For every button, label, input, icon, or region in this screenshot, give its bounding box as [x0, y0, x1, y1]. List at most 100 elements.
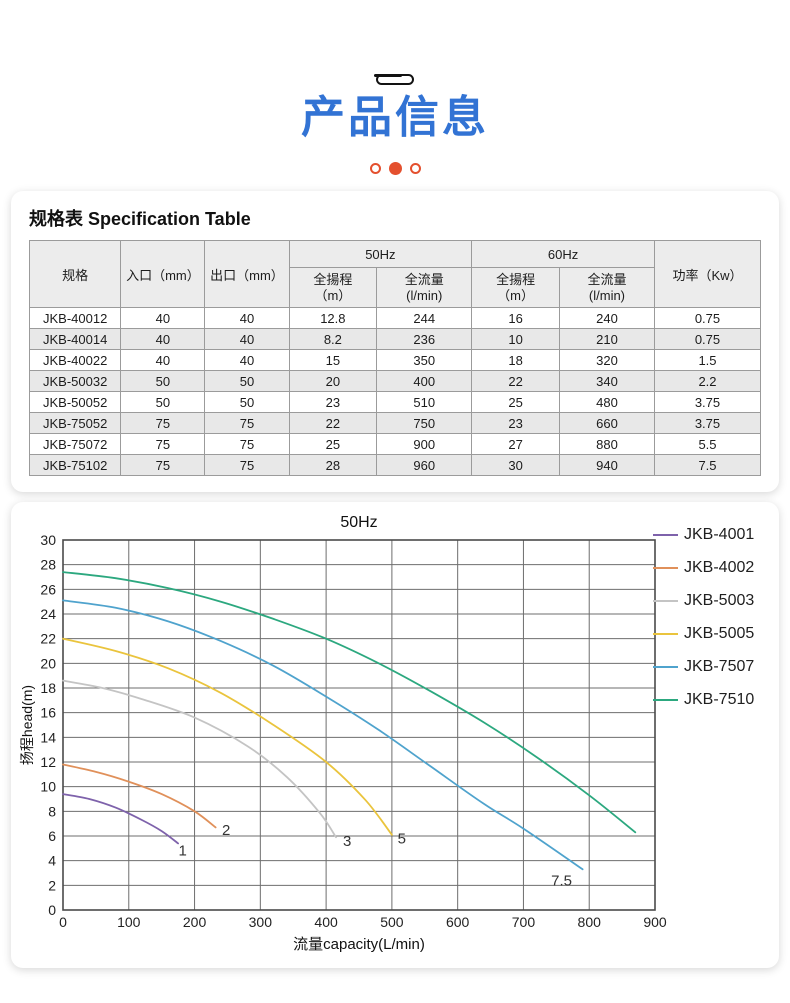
- table-row: JKB-75072 75 75 25 900 27 880 5.5: [28, 433, 762, 456]
- x-tick-label: 900: [643, 914, 667, 930]
- table-cell: 1.5: [653, 349, 762, 372]
- table-cell: 40: [120, 328, 206, 351]
- dash-decoration: [374, 74, 402, 77]
- header-head-50: 全揚程 （m）: [288, 267, 378, 309]
- table-cell: 40: [120, 349, 206, 372]
- table-cell: JKB-50052: [28, 391, 122, 414]
- table-cell: 3.75: [653, 391, 762, 414]
- curve-JKB-4002: [62, 763, 217, 829]
- spec-table-title: 规格表 Specification Table: [29, 209, 251, 230]
- table-cell: 40: [204, 328, 290, 351]
- table-row: JKB-40012 40 40 12.8 244 16 240 0.75: [28, 307, 762, 330]
- legend-swatch: [653, 600, 678, 603]
- dot-indicator-active[interactable]: [388, 162, 402, 176]
- table-cell: 15: [288, 349, 378, 372]
- table-cell: 900: [376, 433, 473, 456]
- curve-JKB-5005: [62, 638, 393, 837]
- table-cell: JKB-40022: [28, 349, 122, 372]
- table-cell: 7.5: [653, 454, 762, 477]
- header-60hz: 60Hz: [471, 240, 655, 269]
- x-tick-label: 300: [249, 914, 273, 930]
- x-tick-label: 0: [59, 914, 67, 930]
- table-cell: 480: [558, 391, 655, 414]
- legend-label: JKB-4002: [684, 559, 755, 577]
- table-cell: 30: [471, 454, 560, 477]
- table-cell: 660: [558, 412, 655, 435]
- curve-end-label: 2: [222, 822, 230, 839]
- header-50hz: 50Hz: [288, 240, 473, 269]
- legend-label: JKB-7510: [684, 691, 755, 709]
- y-axis-label: 扬程head(m): [19, 685, 35, 765]
- table-cell: 75: [204, 433, 290, 456]
- y-tick-label: 24: [40, 606, 56, 622]
- pump-curve-chart: 0 100 200 300 400 500 600 700 800 900024681012141…: [19, 514, 667, 953]
- header-power: 功率（Kw）: [653, 240, 762, 309]
- table-cell: 244: [376, 307, 473, 330]
- x-tick-label: 200: [183, 914, 207, 930]
- dot-indicator[interactable]: [409, 163, 421, 175]
- y-tick-label: 10: [40, 779, 56, 795]
- table-row: JKB-75052 75 75 22 750 23 660 3.75: [28, 412, 762, 435]
- curve-end-label: 3: [343, 833, 351, 850]
- x-tick-label: 100: [117, 914, 141, 930]
- table-cell: 22: [288, 412, 378, 435]
- section-header: 产品信息: [0, 0, 790, 176]
- curve-JKB-7507: [62, 599, 584, 871]
- y-tick-label: 4: [48, 853, 56, 869]
- table-cell: 75: [204, 454, 290, 477]
- table-cell: 23: [288, 391, 378, 414]
- header-flow-60: 全流量 (l/min): [558, 267, 655, 309]
- curve-end-label: 1: [179, 843, 187, 860]
- spec-table-card: 规格表 Specification Table 规格 入口（mm） 出口（mm）…: [11, 191, 779, 493]
- table-cell: 320: [558, 349, 655, 372]
- legend-swatch: [653, 666, 678, 669]
- y-tick-label: 0: [48, 902, 56, 918]
- y-tick-label: 14: [40, 730, 56, 746]
- table-cell: 25: [288, 433, 378, 456]
- table-cell: 28: [288, 454, 378, 477]
- x-tick-label: 700: [512, 914, 536, 930]
- table-cell: 10: [471, 328, 560, 351]
- spec-table: 规格 入口（mm） 出口（mm） 50Hz 60Hz 功率（Kw） 全揚程 （m…: [28, 240, 762, 477]
- legend-item: JKB-4001: [653, 526, 771, 544]
- x-tick-label: 500: [380, 914, 404, 930]
- legend-swatch: [653, 534, 678, 537]
- table-cell: 400: [376, 370, 473, 393]
- header-outlet: 出口（mm）: [204, 240, 290, 309]
- table-cell: 940: [558, 454, 655, 477]
- table-cell: 22: [471, 370, 560, 393]
- header-head-60: 全揚程 （m）: [471, 267, 560, 309]
- table-cell: 40: [204, 307, 290, 330]
- table-cell: 750: [376, 412, 473, 435]
- pill-decoration: [374, 74, 414, 85]
- table-cell: 20: [288, 370, 378, 393]
- y-tick-label: 8: [48, 804, 56, 820]
- table-cell: 12.8: [288, 307, 378, 330]
- dot-indicator[interactable]: [369, 163, 381, 175]
- table-cell: 50: [204, 391, 290, 414]
- table-cell: JKB-40014: [28, 328, 122, 351]
- curve-JKB-5003: [62, 680, 337, 839]
- table-cell: 2.2: [653, 370, 762, 393]
- table-cell: 3.75: [653, 412, 762, 435]
- x-tick-label: 400: [314, 914, 338, 930]
- legend-item: JKB-7507: [653, 658, 771, 676]
- legend-item: JKB-5003: [653, 592, 771, 610]
- table-cell: 8.2: [288, 328, 378, 351]
- table-cell: 75: [120, 412, 206, 435]
- table-row: JKB-50052 50 50 23 510 25 480 3.75: [28, 391, 762, 414]
- table-cell: 340: [558, 370, 655, 393]
- legend-swatch: [653, 567, 678, 570]
- curve-JKB-7510: [62, 571, 637, 834]
- table-cell: 50: [120, 391, 206, 414]
- curve-JKB-4001: [62, 793, 179, 845]
- y-tick-label: 28: [40, 557, 56, 573]
- table-cell: 210: [558, 328, 655, 351]
- legend-swatch: [653, 633, 678, 636]
- page-title: 产品信息: [301, 93, 489, 142]
- table-cell: 75: [120, 433, 206, 456]
- table-row: JKB-40022 40 40 15 350 18 320 1.5: [28, 349, 762, 372]
- table-cell: 50: [204, 370, 290, 393]
- carousel-dots: [0, 162, 790, 176]
